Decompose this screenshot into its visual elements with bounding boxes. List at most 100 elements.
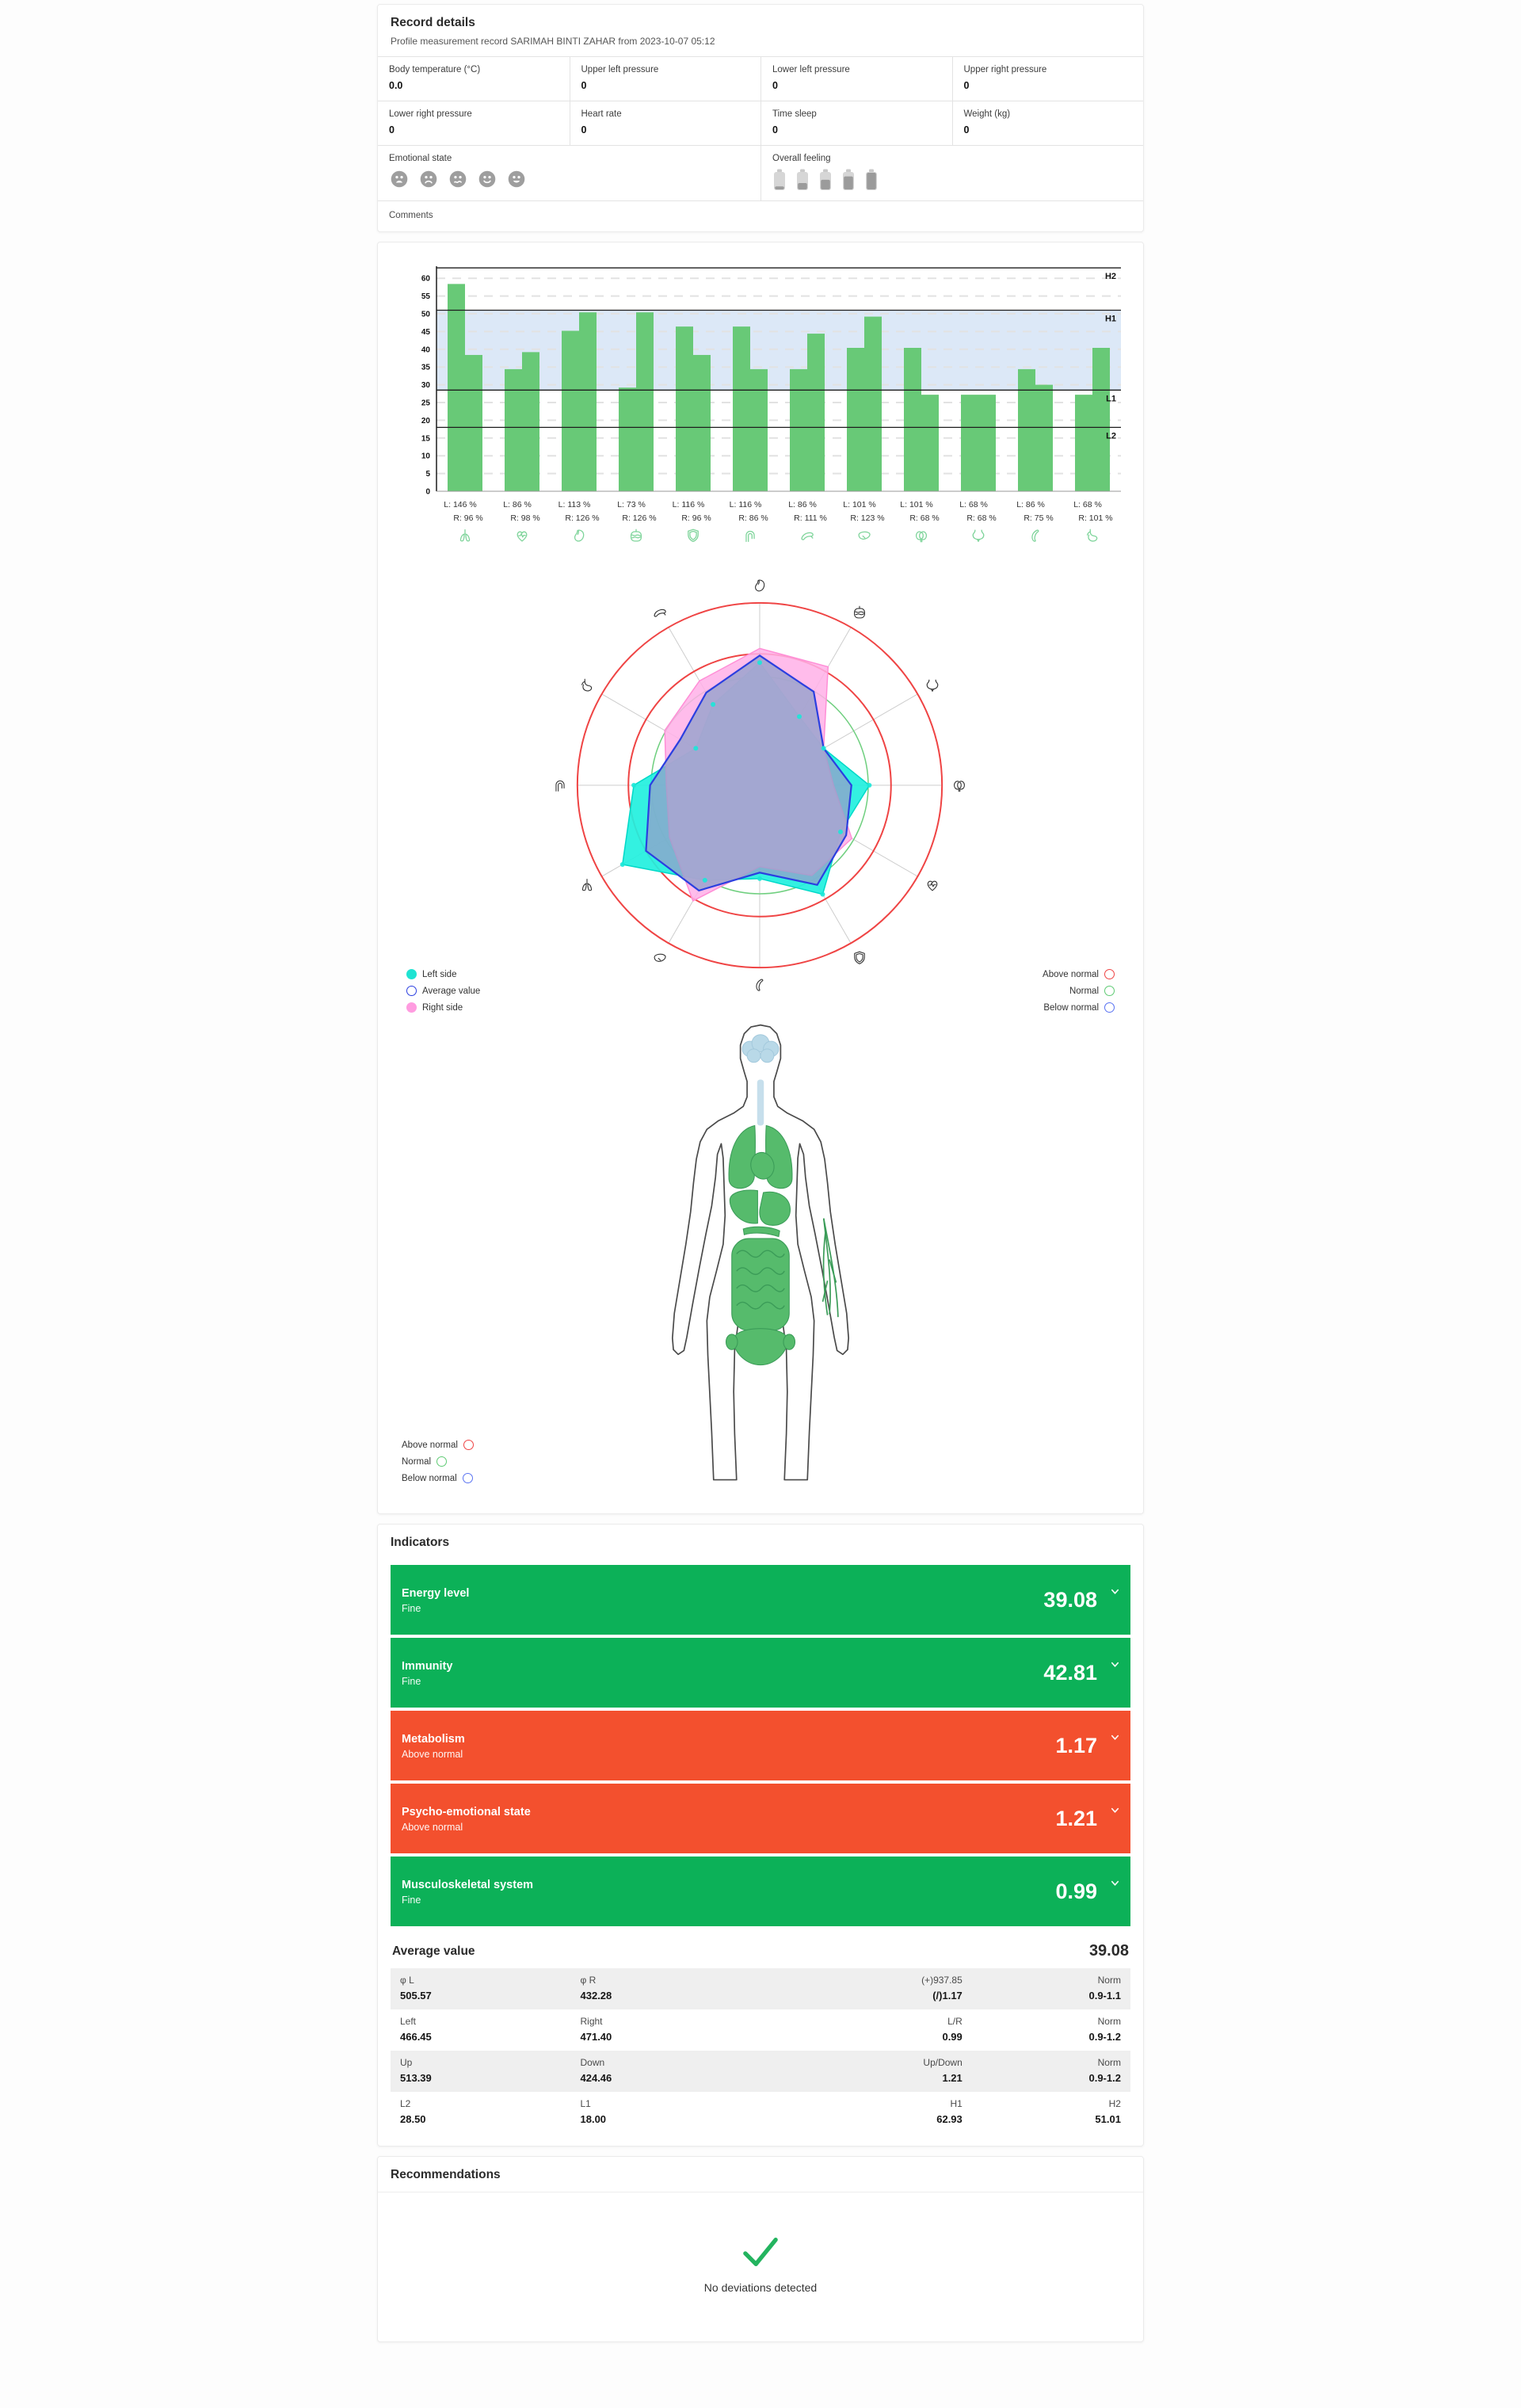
- bar-group-kidneys: L: 101 % R: 68 %: [900, 348, 940, 546]
- average-cell-right: Right 471.40: [581, 2016, 776, 2043]
- indicator-musculoskeletal-system[interactable]: Musculoskeletal system Fine 0.99: [391, 1857, 1130, 1926]
- cell-value: (/)1.17: [932, 1990, 963, 2002]
- average-cell-l1: L1 18.00: [581, 2098, 776, 2125]
- field-heart-rate: Heart rate 0: [569, 101, 760, 145]
- legend-item-below-normal: Below normal: [1043, 1002, 1115, 1013]
- field-label: Upper left pressure: [581, 65, 659, 74]
- svg-text:R: 68 %: R: 68 %: [966, 513, 996, 523]
- feelings-row: Emotional state Overall feeling: [378, 145, 1143, 200]
- cell-value: 424.46: [580, 2072, 612, 2084]
- indicator-psycho-emotional-state[interactable]: Psycho-emotional state Above normal 1.21: [391, 1784, 1130, 1853]
- average-cell--r: φ R 432.28: [581, 1975, 776, 2002]
- legend-label: Right side: [422, 1002, 463, 1013]
- cell-label: L1: [580, 2098, 591, 2109]
- indicator-name: Musculoskeletal system: [402, 1879, 534, 1892]
- legend-label: Below normal: [402, 1473, 457, 1483]
- spleen-icon: [1027, 527, 1044, 544]
- heart-pulse-icon: [924, 876, 941, 894]
- emoji-confused-icon[interactable]: [448, 169, 468, 189]
- indicator-name: Psycho-emotional state: [402, 1806, 531, 1819]
- chevron-down-icon[interactable]: [1109, 1804, 1121, 1816]
- brain-shape: [741, 1034, 780, 1063]
- trachea-shape: [757, 1079, 764, 1126]
- svg-text:L: 146 %: L: 146 %: [444, 500, 476, 509]
- bar-group-bladder: L: 68 % R: 68 %: [959, 395, 997, 546]
- bar-group-liver: L: 101 % R: 123 %: [843, 316, 885, 546]
- emoji-smile-icon[interactable]: [477, 169, 497, 189]
- bladder-icon: [970, 527, 987, 544]
- bar-group-shield: L: 116 % R: 96 %: [673, 326, 711, 546]
- cell-label: L/R: [947, 2016, 963, 2027]
- field-value: 0: [389, 124, 395, 135]
- svg-text:R: 98 %: R: 98 %: [510, 513, 539, 523]
- average-cell-left: Left 466.45: [400, 2016, 581, 2043]
- pancreas-shape: [742, 1226, 780, 1238]
- indicator-value: 1.17: [1055, 1733, 1097, 1757]
- bar-group-pancreas: L: 86 % R: 111 %: [788, 334, 827, 546]
- bar-group-spleen: L: 86 % R: 75 %: [1016, 368, 1054, 546]
- chevron-down-icon[interactable]: [1109, 1731, 1121, 1743]
- cell-value: 513.39: [400, 2072, 432, 2084]
- average-cell-h2: H2 51.01: [963, 2098, 1121, 2125]
- field-upper-left-pressure: Upper left pressure 0: [569, 56, 760, 101]
- body-status-legend: Above normal Normal Below normal: [402, 1433, 474, 1490]
- arm-vessels-shape: [821, 1218, 839, 1318]
- indicator-metabolism[interactable]: Metabolism Above normal 1.17: [391, 1711, 1130, 1780]
- svg-text:L: 116 %: L: 116 %: [673, 500, 705, 509]
- battery-100-icon[interactable]: [864, 169, 879, 191]
- organ-radar-svg: [391, 567, 1132, 1012]
- chevron-down-icon[interactable]: [1109, 1586, 1121, 1597]
- battery-78-icon[interactable]: [841, 169, 856, 191]
- heart-icon: [570, 527, 588, 544]
- svg-text:L: 86 %: L: 86 %: [788, 500, 817, 509]
- cell-value: 0.9-1.1: [1088, 1990, 1121, 2002]
- liver-icon: [856, 527, 873, 544]
- chevron-down-icon[interactable]: [1109, 1658, 1121, 1670]
- colon-icon: [741, 527, 759, 544]
- indicator-energy-level[interactable]: Energy level Fine 39.08: [391, 1565, 1130, 1635]
- cell-value: 505.57: [400, 1990, 432, 2002]
- chevron-down-icon[interactable]: [1109, 1877, 1121, 1889]
- field-label: Lower left pressure: [772, 65, 850, 74]
- legend-item-normal: Normal: [402, 1456, 474, 1467]
- cell-value: 432.28: [580, 1990, 612, 2002]
- indicator-immunity[interactable]: Immunity Fine 42.81: [391, 1638, 1130, 1708]
- legend-label: Below normal: [1043, 1002, 1099, 1013]
- cell-value: 28.50: [400, 2113, 426, 2125]
- average-cell-(+)937-85: (+)937.85 (/)1.17: [775, 1975, 963, 2002]
- average-cell-up/down: Up/Down 1.21: [775, 2057, 963, 2084]
- cell-label: Norm: [1097, 1975, 1121, 1986]
- recommendations-body: No deviations detected: [378, 2192, 1143, 2341]
- svg-text:L: 73 %: L: 73 %: [617, 500, 646, 509]
- svg-text:R: 126 %: R: 126 %: [622, 513, 656, 523]
- battery-38-icon[interactable]: [795, 169, 810, 191]
- field-value: 0: [581, 80, 587, 91]
- legend-label: Average value: [422, 986, 481, 996]
- legend-swatch: [406, 1002, 417, 1013]
- average-cell-norm: Norm 0.9-1.1: [963, 1975, 1121, 2002]
- emoji-sad-icon[interactable]: [418, 169, 439, 189]
- svg-text:L: 86 %: L: 86 %: [1016, 500, 1045, 509]
- indicators-title: Indicators: [391, 1536, 450, 1549]
- emoji-grin-icon[interactable]: [506, 169, 527, 189]
- legend-label: Above normal: [1043, 969, 1099, 979]
- cell-label: φ R: [580, 1975, 597, 1986]
- legend-item-right-side: Right side: [406, 1002, 480, 1013]
- cell-label: Norm: [1097, 2016, 1121, 2027]
- field-value: 0.0: [389, 80, 403, 91]
- average-table-row: L2 28.50 L1 18.00 H1 62.93 H2 51.01: [391, 2092, 1130, 2133]
- heart-shape: [750, 1151, 775, 1180]
- legend-item-above-normal: Above normal: [402, 1440, 474, 1450]
- indicator-value: 0.99: [1055, 1879, 1097, 1903]
- cell-label: Right: [580, 2016, 603, 2027]
- battery-18-icon[interactable]: [772, 169, 787, 191]
- emoji-very-sad-icon[interactable]: [389, 169, 410, 189]
- cell-label: Up/Down: [923, 2057, 963, 2068]
- lung-left-shape: [728, 1124, 756, 1189]
- battery-58-icon[interactable]: [818, 169, 833, 191]
- svg-text:55: 55: [421, 292, 431, 301]
- recommendations-card: Recommendations No deviations detected: [377, 2156, 1144, 2342]
- svg-text:R: 126 %: R: 126 %: [565, 513, 599, 523]
- no-deviations-message: No deviations detected: [703, 2281, 818, 2294]
- organ-radar-chart: Left side Average value Right side Above n…: [391, 567, 1130, 1022]
